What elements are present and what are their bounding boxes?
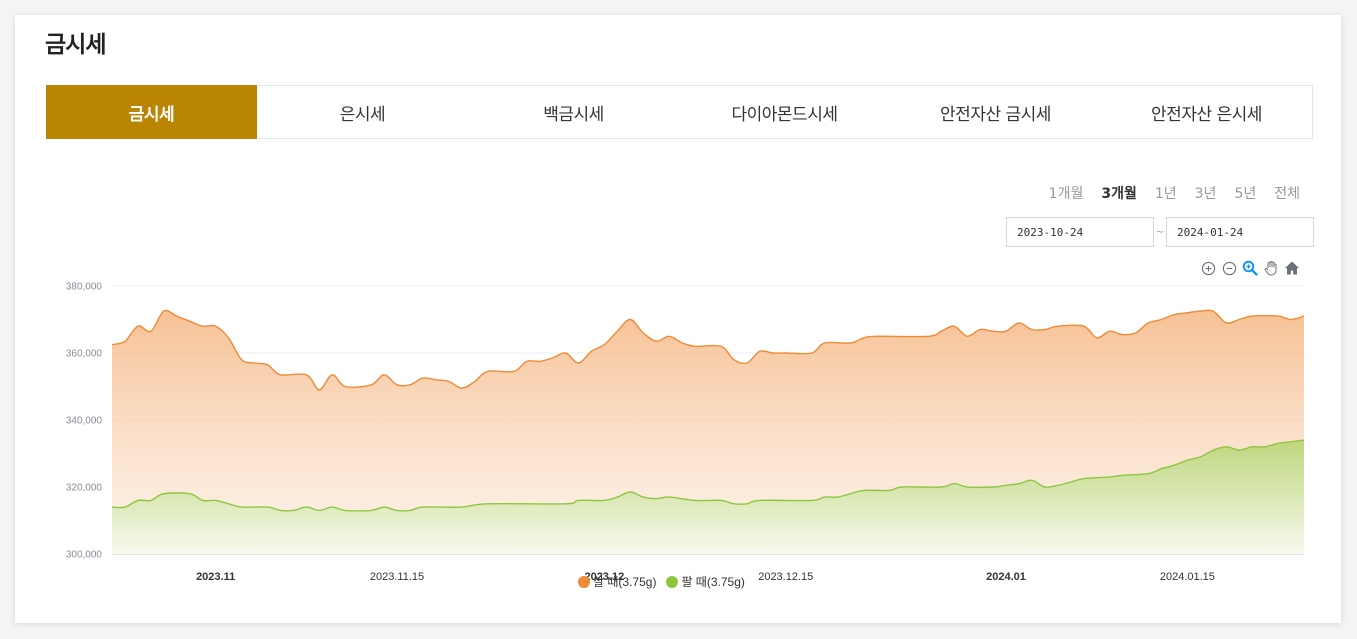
sell-price-series-line[interactable]	[111, 439, 1305, 512]
tab-safe-asset-gold[interactable]: 안전자산 금시세	[940, 104, 1051, 125]
end-date-input[interactable]: 2024-01-24	[1166, 217, 1314, 247]
page-title: 금시세	[45, 32, 106, 58]
period-5-years[interactable]: 5년	[1234, 186, 1257, 202]
x-axis-labels: 2023.11 2023.11.15 2023.12 2023.12.15 2024.0…	[196, 571, 1215, 583]
y-tick-label: 300,000	[66, 550, 103, 561]
sell-color-dot	[666, 575, 679, 588]
y-tick-label: 340,000	[66, 416, 103, 427]
zoom-out-icon[interactable]	[1221, 260, 1237, 276]
x-tick-label: 2023.11.15	[370, 571, 424, 583]
period-3-months[interactable]: 3개월	[1101, 186, 1137, 202]
chart-toolbar	[1200, 260, 1300, 276]
legend-item-buy[interactable]: 살 때(3.75g)	[578, 573, 656, 590]
period-1-year[interactable]: 1년	[1154, 186, 1177, 202]
tab-silver[interactable]: 은시세	[339, 104, 386, 125]
chart-series	[111, 309, 1305, 554]
tab-safe-asset-silver[interactable]: 안전자산 은시세	[1151, 104, 1262, 125]
tab-platinum[interactable]: 백금시세	[543, 104, 604, 125]
legend-item-sell[interactable]: 팔 때(3.75g)	[666, 573, 745, 590]
period-1-month[interactable]: 1개월	[1048, 186, 1084, 202]
tab-gold[interactable]: 금시세	[46, 85, 257, 139]
sell-price-series-area	[112, 440, 1304, 554]
x-tick-label: 2023.12	[584, 571, 624, 583]
metal-tabs: 금시세 은시세 백금시세 다이아몬드시세 안전자산 금시세 안전자산 은시세	[46, 85, 1313, 139]
y-axis-labels: 300,000 320,000 340,000 360,000 380,000	[66, 282, 103, 561]
x-tick-label: 2023.11	[196, 571, 235, 583]
start-date-input[interactable]: 2023-10-24	[1006, 217, 1154, 247]
pan-hand-icon[interactable]	[1263, 260, 1279, 276]
buy-price-series-line[interactable]	[111, 309, 1305, 391]
legend-label-sell: 팔 때(3.75g)	[681, 575, 745, 589]
y-tick-label: 320,000	[66, 483, 103, 494]
legend-label-buy: 살 때(3.75g)	[593, 575, 657, 589]
x-tick-label: 2024.01.15	[1160, 571, 1215, 583]
x-tick-label: 2024.01	[986, 571, 1026, 583]
period-all[interactable]: 전체	[1274, 186, 1300, 202]
selection-zoom-icon[interactable]	[1242, 260, 1258, 276]
x-tick-label: 2023.12.15	[758, 571, 813, 583]
period-3-years[interactable]: 3년	[1194, 186, 1217, 202]
chart-legend: 살 때(3.75g) 팔 때(3.75g)	[578, 573, 745, 590]
date-range: 2023-10-24 ~ 2024-01-24	[1006, 217, 1314, 247]
date-separator: ~	[1155, 226, 1165, 238]
home-reset-icon[interactable]	[1284, 260, 1300, 276]
zoom-in-icon[interactable]	[1200, 260, 1216, 276]
y-tick-label: 380,000	[66, 282, 103, 293]
period-selector: 1개월 3개월 1년 3년 5년 전체	[1049, 183, 1300, 203]
y-tick-label: 360,000	[66, 349, 103, 360]
buy-color-dot	[578, 575, 590, 588]
tab-diamond[interactable]: 다이아몬드시세	[731, 104, 838, 125]
